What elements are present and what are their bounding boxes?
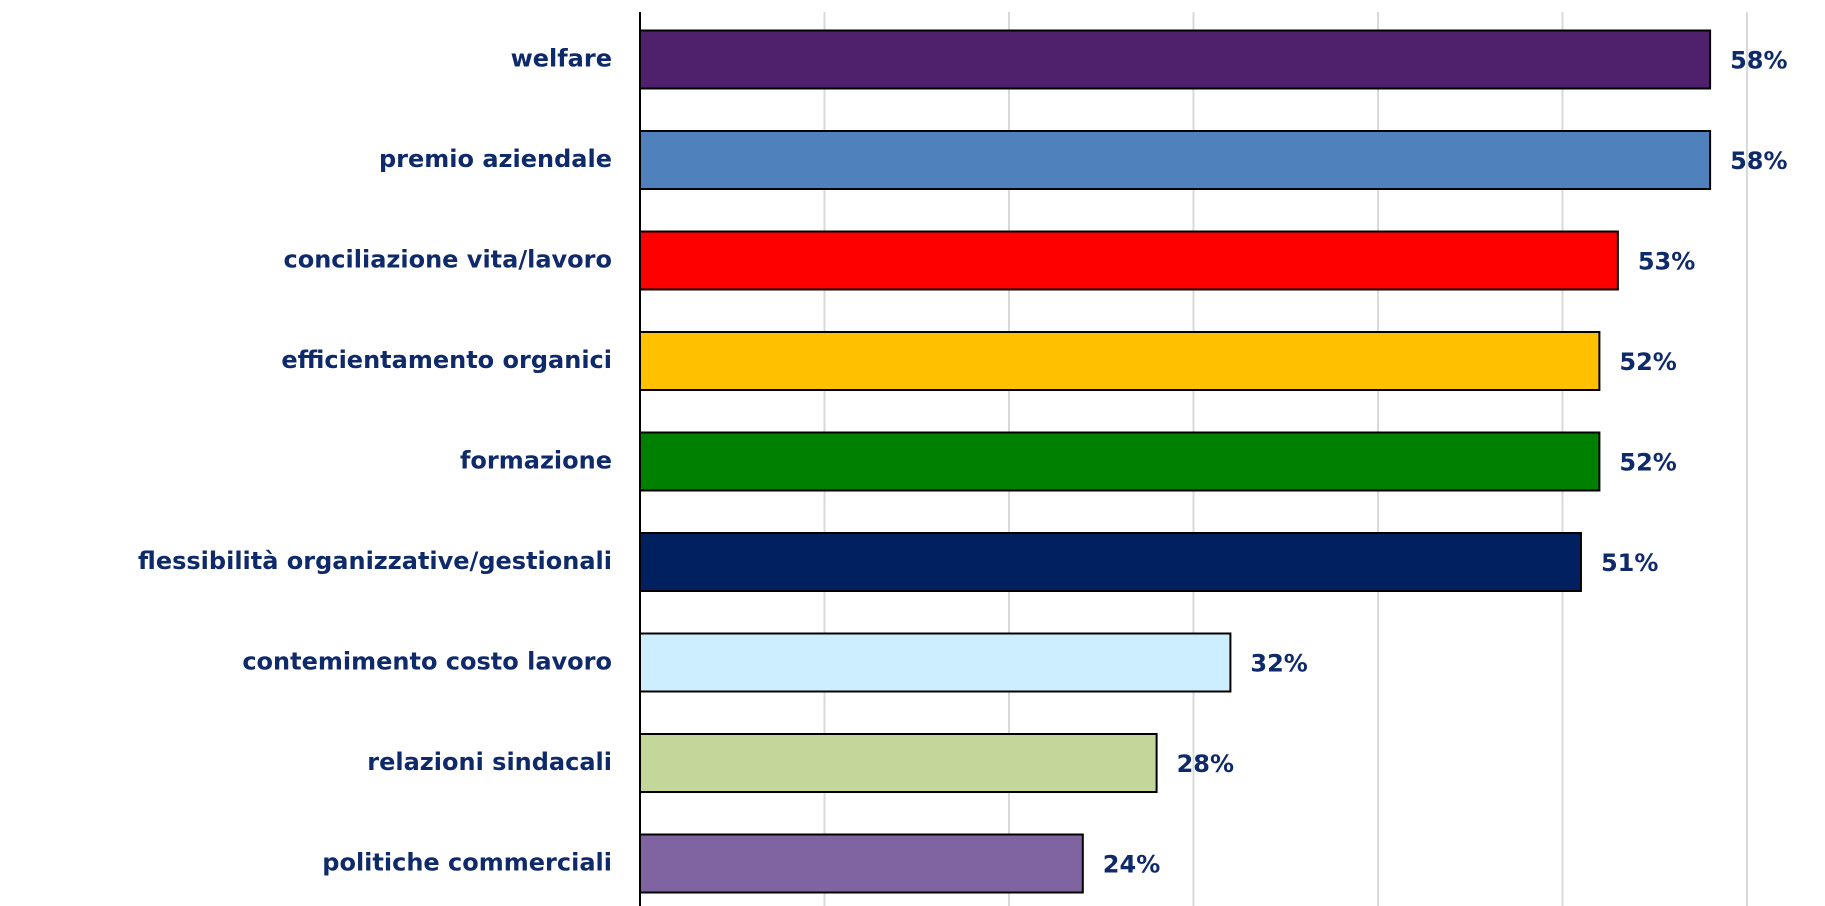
y-tick-label: efficientamento organici <box>281 346 612 374</box>
y-tick-label: welfare <box>511 45 612 73</box>
y-tick-label: flessibilità organizzative/gestionali <box>138 547 612 575</box>
data-label: 52% <box>1619 449 1676 477</box>
y-tick-label: premio aziendale <box>379 145 612 173</box>
bar <box>639 29 1712 90</box>
y-tick-label: conciliazione vita/lavoro <box>284 246 613 274</box>
data-label: 53% <box>1638 248 1695 276</box>
bar <box>639 532 1582 592</box>
bar <box>639 331 1601 391</box>
data-label: 32% <box>1250 650 1307 678</box>
data-label: 52% <box>1619 348 1676 376</box>
data-label: 51% <box>1601 549 1658 577</box>
data-label: 58% <box>1730 47 1787 75</box>
data-label: 24% <box>1103 851 1160 879</box>
bar <box>639 431 1601 492</box>
data-label: 28% <box>1177 750 1234 778</box>
bar <box>639 632 1232 693</box>
y-tick-label: formazione <box>460 447 612 475</box>
y-tick-label: relazioni sindacali <box>367 748 612 776</box>
bar <box>639 833 1084 894</box>
bar <box>639 230 1619 291</box>
bar <box>639 130 1712 190</box>
data-label: 58% <box>1730 147 1787 175</box>
bar <box>639 733 1158 793</box>
y-tick-label: contemimento costo lavoro <box>242 648 612 676</box>
y-tick-label: politiche commerciali <box>322 849 612 877</box>
